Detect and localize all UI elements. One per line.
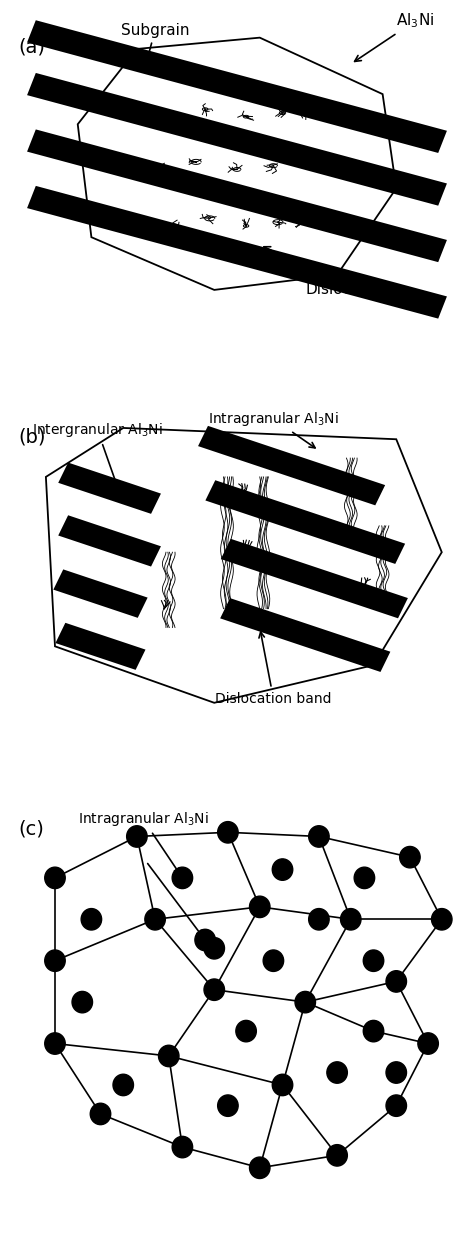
Ellipse shape: [363, 1020, 384, 1042]
Ellipse shape: [204, 979, 225, 1000]
Ellipse shape: [204, 937, 225, 959]
Polygon shape: [27, 129, 447, 262]
Ellipse shape: [45, 950, 65, 971]
Text: Intergranular Al$_3$Ni: Intergranular Al$_3$Ni: [32, 422, 163, 499]
Ellipse shape: [218, 822, 238, 843]
Ellipse shape: [45, 1033, 65, 1054]
Text: (b): (b): [18, 428, 46, 447]
Ellipse shape: [386, 1094, 407, 1117]
Ellipse shape: [363, 950, 384, 971]
Ellipse shape: [218, 1094, 238, 1117]
Text: Al$_3$Ni: Al$_3$Ni: [355, 11, 435, 61]
Polygon shape: [205, 481, 405, 563]
Text: Intragranular Al$_3$Ni: Intragranular Al$_3$Ni: [208, 410, 339, 448]
Ellipse shape: [400, 846, 420, 868]
Text: Intragranular Al$_3$Ni: Intragranular Al$_3$Ni: [78, 811, 209, 873]
Ellipse shape: [113, 1074, 134, 1096]
Ellipse shape: [195, 929, 215, 951]
Ellipse shape: [45, 867, 65, 889]
Ellipse shape: [158, 1045, 179, 1067]
Ellipse shape: [309, 909, 329, 930]
Ellipse shape: [418, 1033, 438, 1054]
Ellipse shape: [72, 991, 92, 1013]
Polygon shape: [198, 425, 385, 506]
Text: Subgrain: Subgrain: [121, 23, 189, 59]
Ellipse shape: [145, 909, 165, 930]
Ellipse shape: [81, 909, 101, 930]
Ellipse shape: [431, 909, 452, 930]
Polygon shape: [58, 463, 161, 513]
Ellipse shape: [386, 1062, 407, 1083]
Polygon shape: [54, 570, 147, 617]
Polygon shape: [221, 538, 408, 619]
Polygon shape: [27, 186, 447, 319]
Ellipse shape: [249, 896, 270, 917]
Ellipse shape: [272, 858, 293, 880]
Polygon shape: [58, 516, 161, 566]
Ellipse shape: [354, 867, 374, 889]
Ellipse shape: [172, 867, 192, 889]
Ellipse shape: [127, 826, 147, 847]
Text: Dislocation band: Dislocation band: [215, 633, 332, 705]
Polygon shape: [220, 599, 391, 671]
Ellipse shape: [249, 1157, 270, 1178]
Ellipse shape: [236, 1020, 256, 1042]
Ellipse shape: [263, 950, 283, 971]
Text: Dislocations: Dislocations: [264, 247, 398, 297]
Ellipse shape: [272, 1074, 293, 1096]
Ellipse shape: [172, 1136, 192, 1158]
Text: (a): (a): [18, 38, 46, 56]
Ellipse shape: [295, 991, 316, 1013]
Ellipse shape: [327, 1062, 347, 1083]
Polygon shape: [27, 20, 447, 153]
Polygon shape: [55, 622, 146, 670]
Polygon shape: [27, 73, 447, 206]
Text: (c): (c): [18, 820, 45, 838]
Ellipse shape: [386, 970, 407, 993]
Ellipse shape: [340, 909, 361, 930]
Ellipse shape: [90, 1103, 111, 1124]
Ellipse shape: [327, 1145, 347, 1166]
Ellipse shape: [309, 826, 329, 847]
